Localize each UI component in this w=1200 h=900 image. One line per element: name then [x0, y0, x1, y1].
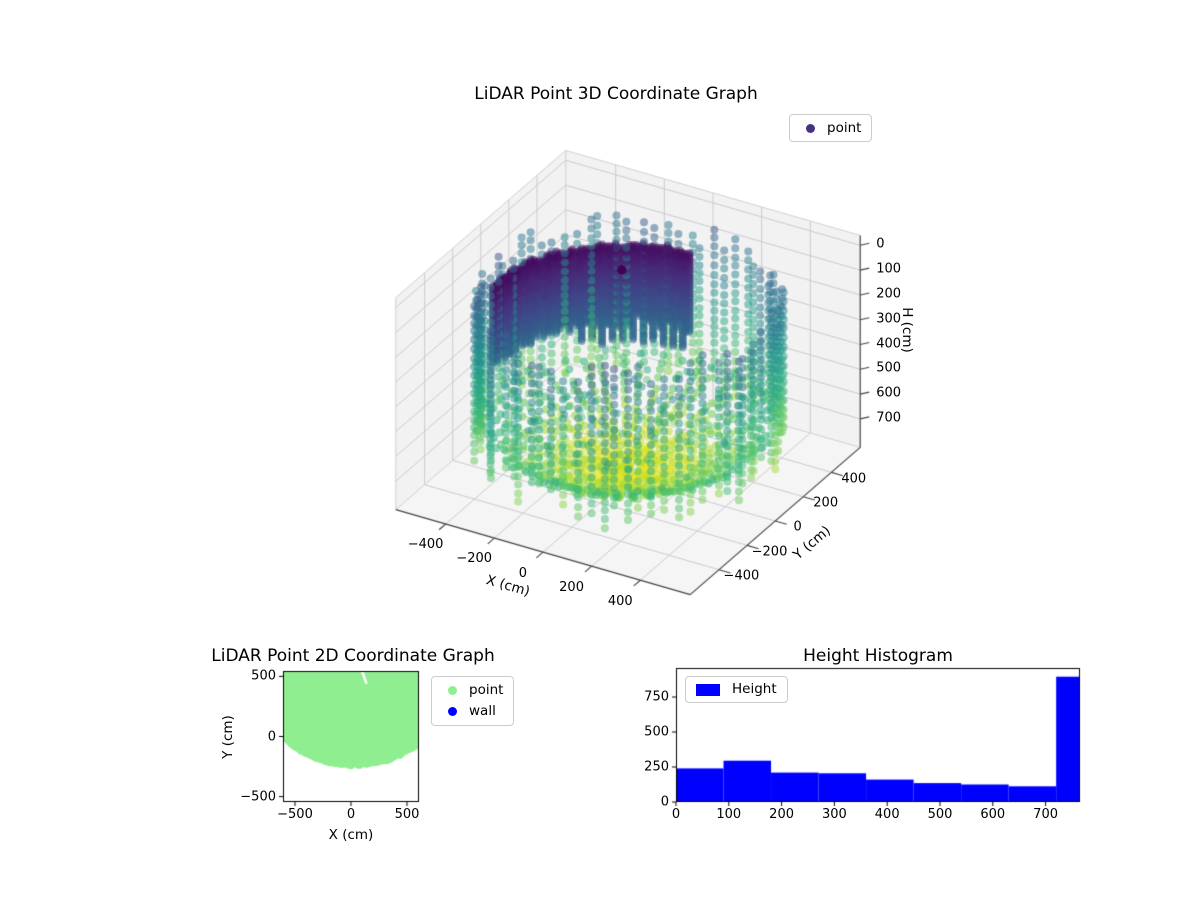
figure-canvas: [0, 0, 1200, 900]
